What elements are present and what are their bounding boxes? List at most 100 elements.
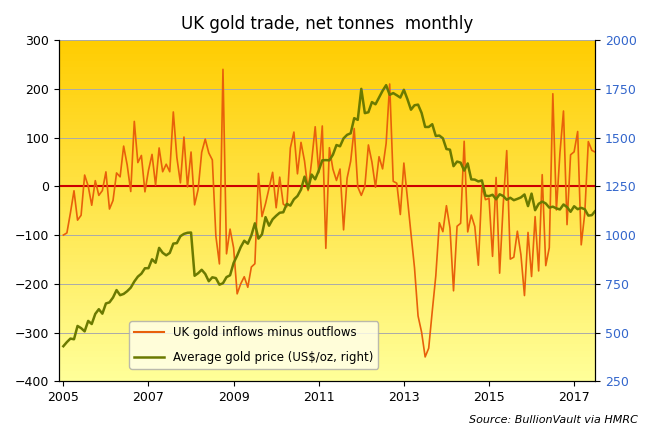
Bar	[59, 91, 595, 95]
Bar	[59, 252, 595, 255]
Bar	[59, 64, 595, 67]
Bar	[59, 204, 595, 207]
Bar	[59, 357, 595, 361]
Bar	[59, 306, 595, 310]
Bar	[59, 303, 595, 306]
Bar	[59, 354, 595, 357]
Bar	[59, 255, 595, 258]
Bar	[59, 378, 595, 381]
Bar	[59, 136, 595, 139]
Bar	[59, 78, 595, 81]
Bar	[59, 47, 595, 51]
Bar	[59, 238, 595, 241]
Bar	[59, 115, 595, 119]
Bar	[59, 248, 595, 252]
Bar	[59, 334, 595, 337]
Bar	[59, 269, 595, 272]
Bar	[59, 276, 595, 279]
Bar	[59, 40, 595, 44]
Bar	[59, 351, 595, 354]
Bar	[59, 95, 595, 98]
Bar	[59, 146, 595, 149]
Bar	[59, 361, 595, 364]
Bar	[59, 152, 595, 156]
Bar	[59, 184, 595, 187]
Bar	[59, 200, 595, 204]
Bar	[59, 125, 595, 129]
Bar	[59, 88, 595, 91]
Bar	[59, 310, 595, 313]
Bar	[59, 108, 595, 112]
Bar	[59, 132, 595, 136]
Bar	[59, 149, 595, 152]
Bar	[59, 170, 595, 173]
Bar	[59, 228, 595, 231]
Bar	[59, 98, 595, 102]
Bar	[59, 296, 595, 299]
Bar	[59, 156, 595, 159]
Bar	[59, 81, 595, 85]
Bar	[59, 44, 595, 47]
Bar	[59, 283, 595, 286]
Bar	[59, 317, 595, 320]
Bar	[59, 159, 595, 163]
Bar	[59, 166, 595, 170]
Bar	[59, 119, 595, 122]
Bar	[59, 299, 595, 303]
Bar	[59, 320, 595, 323]
Bar	[59, 337, 595, 340]
Bar	[59, 112, 595, 115]
Bar	[59, 286, 595, 289]
Legend: UK gold inflows minus outflows, Average gold price (US$/oz, right): UK gold inflows minus outflows, Average …	[129, 321, 378, 368]
Bar	[59, 272, 595, 276]
Bar	[59, 67, 595, 71]
Bar	[59, 368, 595, 371]
Bar	[59, 85, 595, 88]
Bar	[59, 190, 595, 194]
Bar	[59, 235, 595, 238]
Bar	[59, 258, 595, 262]
Bar	[59, 375, 595, 378]
Bar	[59, 54, 595, 57]
Bar	[59, 262, 595, 265]
Bar	[59, 57, 595, 60]
Bar	[59, 218, 595, 221]
Bar	[59, 224, 595, 228]
Bar	[59, 105, 595, 108]
Bar	[59, 177, 595, 180]
Bar	[59, 279, 595, 283]
Bar	[59, 74, 595, 78]
Bar	[59, 122, 595, 125]
Bar	[59, 102, 595, 105]
Bar	[59, 197, 595, 200]
Text: Source: BullionVault via HMRC: Source: BullionVault via HMRC	[469, 415, 638, 426]
Bar	[59, 289, 595, 292]
Bar	[59, 187, 595, 190]
Bar	[59, 327, 595, 330]
Bar	[59, 231, 595, 235]
Bar	[59, 330, 595, 334]
Bar	[59, 163, 595, 166]
Bar	[59, 139, 595, 143]
Bar	[59, 71, 595, 74]
Bar	[59, 211, 595, 214]
Bar	[59, 371, 595, 375]
Bar	[59, 340, 595, 344]
Bar	[59, 214, 595, 218]
Bar	[59, 241, 595, 245]
Bar	[59, 364, 595, 368]
Bar	[59, 51, 595, 54]
Bar	[59, 292, 595, 296]
Bar	[59, 245, 595, 248]
Bar	[59, 60, 595, 64]
Bar	[59, 180, 595, 184]
Title: UK gold trade, net tonnes  monthly: UK gold trade, net tonnes monthly	[181, 15, 473, 33]
Bar	[59, 347, 595, 351]
Bar	[59, 221, 595, 224]
Bar	[59, 344, 595, 347]
Bar	[59, 173, 595, 177]
Bar	[59, 323, 595, 327]
Bar	[59, 313, 595, 317]
Bar	[59, 194, 595, 197]
Bar	[59, 207, 595, 211]
